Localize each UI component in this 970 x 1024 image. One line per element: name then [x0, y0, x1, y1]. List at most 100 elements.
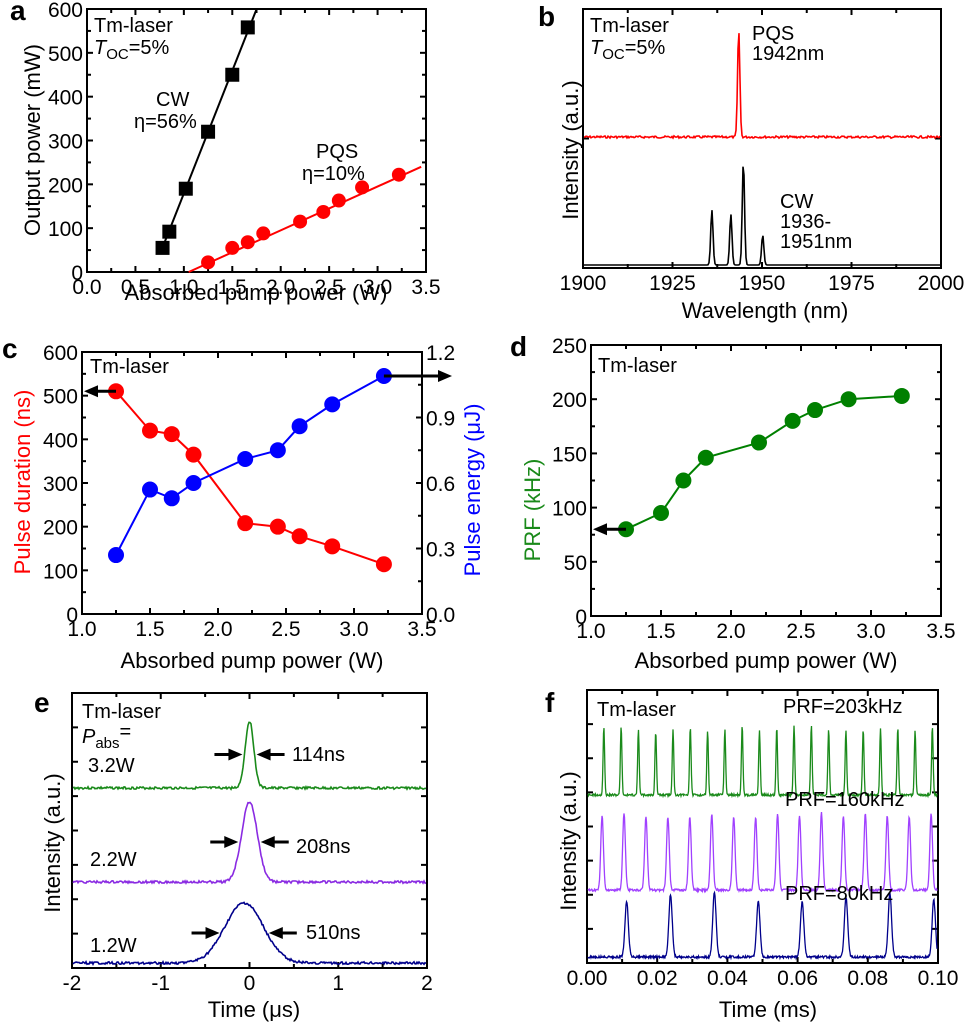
panel-letter-c: c: [2, 333, 18, 364]
d-ytick-label: 250: [552, 335, 587, 358]
a-point-cw: [162, 224, 177, 239]
a-annot-toc: TOC=5%: [94, 37, 170, 63]
c-point-energy: [142, 481, 158, 498]
f-xtick-label: 0.02: [637, 967, 678, 990]
d-arrow-left-head: [593, 523, 607, 536]
f-xtick-label: 0.00: [567, 967, 608, 990]
c-xlabel: Absorbed pump power (W): [121, 648, 384, 673]
panel-a-output-power: 0.0 0.5 1.0 1.5 2.0 2.5 3.0 3.5 0 100 200 300 400 500…: [48, 0, 441, 299]
f-xtick-label: 0.08: [847, 967, 888, 990]
e-fwhm-arrow-left-1-head: [224, 836, 239, 848]
a-xtick-label: 2.5: [315, 276, 344, 299]
b-annot-toc: TOC=5%: [590, 37, 666, 63]
panel-b-spectrum: 1900 1925 1950 1975 2000: [560, 8, 965, 295]
e-annot-114ns: 114ns: [292, 744, 345, 766]
c-point-duration: [269, 518, 286, 535]
f-xtick-label: 0.10: [918, 967, 959, 990]
d-ytick-label: 0: [575, 606, 587, 629]
panel-c-pulse-duration-energy: 1.0 1.5 2.0 2.5 3.0 3.5 0 100 200 300 400 500 600 0.0…: [43, 342, 455, 641]
f-xtick-label: 0.04: [707, 967, 748, 990]
c-point-duration: [163, 426, 180, 443]
c-point-duration: [237, 515, 254, 532]
e-xtick-label: 0: [244, 972, 256, 995]
e-xtick-label: 1: [332, 972, 344, 995]
a-ytick-label: 100: [48, 218, 83, 241]
panel-letter-b: b: [538, 1, 555, 32]
c-point-duration: [142, 422, 158, 439]
panel-letter-f: f: [545, 687, 555, 718]
d-point-prf: [893, 387, 910, 404]
b-annot-cw-wl1: 1936-: [780, 211, 831, 233]
c-point-duration: [324, 538, 341, 555]
a-xtick-label: 0.5: [121, 276, 150, 299]
d-ytick-label: 50: [564, 552, 587, 575]
b-annot-pqs-wl: 1942nm: [752, 43, 824, 65]
c-point-duration: [185, 446, 202, 463]
c-ytick-label-left: 300: [43, 473, 78, 496]
e-annot-32w: 3.2W: [88, 755, 135, 777]
c-plot-frame: [81, 351, 423, 615]
d-annot-tm: Tm-laser: [598, 355, 677, 377]
a-xtick-label: 1.0: [169, 276, 198, 299]
d-point-prf: [751, 434, 767, 451]
a-toc-sub: OC: [106, 46, 129, 63]
c-ytick-label-right: 0.9: [426, 408, 455, 431]
a-point-pqs: [391, 167, 406, 182]
a-point-pqs: [201, 255, 216, 270]
d-point-prf: [653, 505, 669, 522]
a-point-pqs: [293, 214, 308, 229]
c-point-energy: [163, 490, 180, 507]
a-xtick-label: 3.5: [411, 276, 440, 299]
a-point-cw: [201, 124, 216, 139]
e-xtick-label: -2: [63, 972, 82, 995]
c-xtick-label: 2.5: [271, 618, 300, 641]
c-ytick-label-right: 1.2: [426, 342, 455, 365]
a-ytick-label: 600: [48, 0, 83, 22]
e-annot-208ns: 208ns: [296, 836, 351, 858]
c-point-energy: [269, 442, 286, 459]
a-point-cw: [155, 240, 170, 255]
b-series-cw-spectrum: [584, 166, 940, 266]
a-ytick-label: 400: [48, 87, 83, 110]
c-ytick-label-left: 200: [43, 517, 78, 540]
e-xtick-label: 2: [421, 972, 433, 995]
c-ylabel-right: Pulse energy (μJ): [460, 404, 485, 577]
d-xtick-label: 3.5: [926, 620, 955, 643]
d-xtick-label: 1.5: [646, 620, 675, 643]
a-ytick-label: 200: [48, 174, 83, 197]
e-trace-1p2w: [72, 901, 427, 967]
d-ytick-label: 150: [552, 443, 587, 466]
c-arrow-left-head: [84, 385, 98, 398]
d-point-prf: [840, 391, 857, 408]
a-point-pqs: [240, 235, 255, 250]
a-annot-cw: CW: [156, 89, 189, 111]
e-annot-pabs: Pabs=: [82, 721, 131, 752]
c-point-duration: [291, 528, 308, 545]
panel-e-pulse-profiles: -2 -1 0 1 2: [63, 692, 433, 995]
b-xtick-label: 2000: [918, 272, 965, 295]
a-point-pqs: [225, 240, 240, 255]
panel-f-pulse-trains: 0.00 0.02 0.04 0.06 0.08 0.10: [567, 689, 959, 990]
e-xlabel: Time (μs): [208, 997, 301, 1022]
d-xtick-label: 2.5: [786, 620, 815, 643]
e-annot-tm: Tm-laser: [82, 701, 161, 723]
a-xtick-label: 0.0: [72, 276, 101, 299]
c-ytick-label-left: 600: [43, 342, 78, 365]
a-toc-val: =5%: [129, 37, 170, 59]
c-xtick-label: 3.5: [407, 618, 436, 641]
f-ylabel: Intensity (a.u.): [556, 771, 581, 910]
c-xtick-label: 1.5: [135, 618, 164, 641]
panel-letter-e: e: [34, 687, 50, 718]
a-annot-tm: Tm-laser: [94, 15, 173, 37]
a-xlabel: Absorbed pump power (W): [125, 280, 388, 305]
b-xtick-label: 1975: [828, 272, 875, 295]
a-ytick-label: 0: [71, 262, 83, 285]
e-fwhm-arrow-left-0-head: [228, 748, 243, 761]
b-series-pqs-spectrum: [583, 33, 941, 140]
a-annot-eta10: η=10%: [302, 163, 365, 185]
f-xtick-label: 0.06: [777, 967, 818, 990]
e-fwhm-arrow-right-2-head: [268, 927, 283, 939]
e-fwhm-arrow-right-1-head: [260, 836, 275, 848]
b-toc-val: =5%: [625, 37, 666, 59]
d-point-prf: [675, 472, 692, 489]
